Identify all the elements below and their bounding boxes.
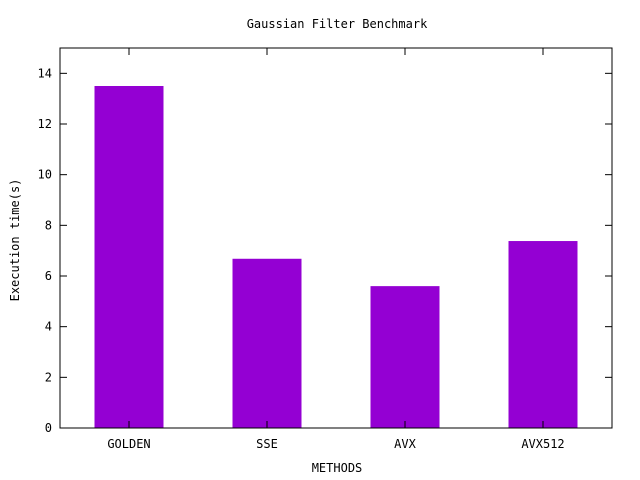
y-tick-label: 14 [38, 66, 52, 80]
y-tick-label: 2 [45, 370, 52, 384]
x-tick-label-avx: AVX [394, 437, 416, 451]
y-tick-label: 8 [45, 218, 52, 232]
x-axis-label: METHODS [312, 461, 363, 475]
y-tick-label: 6 [45, 269, 52, 283]
bar-avx512 [508, 241, 578, 428]
x-tick-label-sse: SSE [256, 437, 278, 451]
y-axis-label: Execution time(s) [8, 179, 22, 302]
y-tick-label: 10 [38, 168, 52, 182]
bar-golden [94, 86, 164, 428]
y-tick-label: 12 [38, 117, 52, 131]
chart-title: Gaussian Filter Benchmark [247, 17, 428, 31]
plot-area: GOLDEN SSE AVX AVX512 0 2 4 6 8 10 12 14 [38, 47, 613, 451]
y-tick-label: 0 [45, 421, 52, 435]
y-tick-label: 4 [45, 320, 52, 334]
plot-frame [59, 47, 613, 429]
x-tick-label-avx512: AVX512 [521, 437, 564, 451]
x-tick-label-golden: GOLDEN [107, 437, 150, 451]
bar-avx [370, 286, 440, 428]
bar-sse [232, 258, 302, 428]
